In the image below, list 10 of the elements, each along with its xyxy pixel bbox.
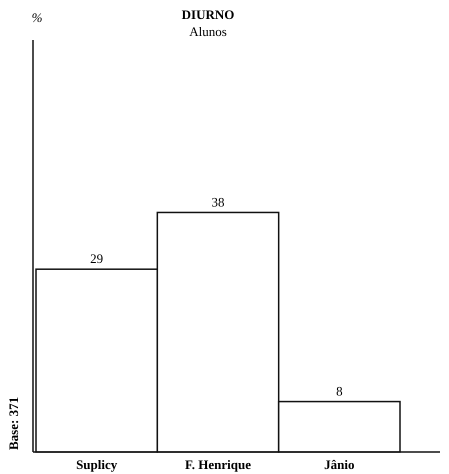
data-label: 29 (90, 251, 104, 266)
text: Base: 371 (6, 396, 21, 450)
data-label: 38 (212, 194, 224, 210)
x-tick-label: Suplicy (76, 457, 118, 472)
data-label: 8 (336, 384, 343, 399)
x-tick-label: F. Henrique (185, 457, 252, 472)
x-tick-label: Jânio (324, 457, 355, 472)
chart-subtitle: Alunos (189, 24, 227, 39)
text: % (32, 10, 43, 25)
chart-title: DIURNO (182, 7, 234, 22)
